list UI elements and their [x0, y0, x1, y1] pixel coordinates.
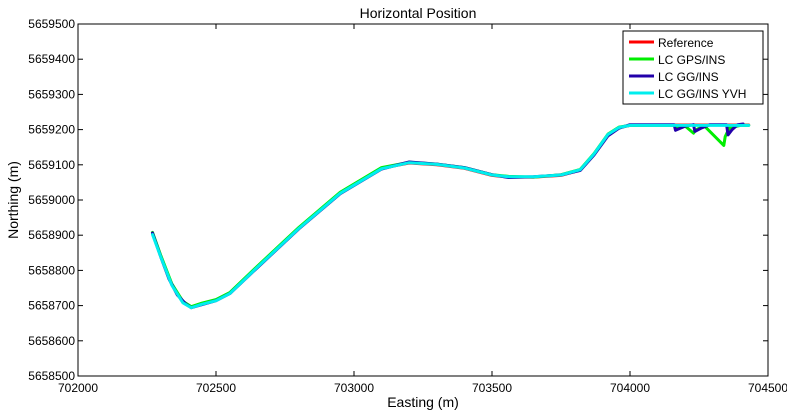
legend-label: LC GPS/INS: [658, 53, 725, 67]
y-axis: 5658500 5658600 5658700 5658800 5658900 56590…: [28, 17, 768, 383]
legend: Reference LC GPS/INS LC GG/INS LC GG/INS YV…: [622, 30, 764, 105]
y-tick-label: 5659200: [28, 123, 75, 137]
x-tick-label: 702000: [58, 381, 98, 395]
y-tick-label: 5658600: [28, 334, 75, 348]
x-tick-label: 704000: [610, 381, 650, 395]
y-tick-label: 5658700: [28, 299, 75, 313]
series-line-lc-gg-ins-yvh: [151, 123, 751, 310]
y-tick-label: 5658900: [28, 228, 75, 242]
series-layer: [151, 122, 751, 310]
y-tick-label: 5658500: [28, 369, 75, 383]
x-axis: 702000 702500 703000 703500 704000 704500: [58, 24, 787, 395]
x-tick-label: 702500: [196, 381, 236, 395]
legend-label: LC GG/INS: [658, 70, 719, 84]
y-tick-label: 5659000: [28, 193, 75, 207]
x-tick-label: 703500: [472, 381, 512, 395]
x-tick-label: 704500: [748, 381, 787, 395]
chart-title: Horizontal Position: [360, 5, 477, 21]
legend-label: Reference: [658, 36, 714, 50]
x-axis-label: Easting (m): [387, 394, 459, 410]
y-tick-label: 5658800: [28, 263, 75, 277]
y-tick-label: 5659500: [28, 17, 75, 31]
y-tick-label: 5659100: [28, 158, 75, 172]
y-axis-label: Northing (m): [5, 161, 21, 239]
x-tick-label: 703000: [334, 381, 374, 395]
y-tick-label: 5659400: [28, 52, 75, 66]
legend-label: LC GG/INS YVH: [658, 87, 746, 101]
y-tick-label: 5659300: [28, 87, 75, 101]
